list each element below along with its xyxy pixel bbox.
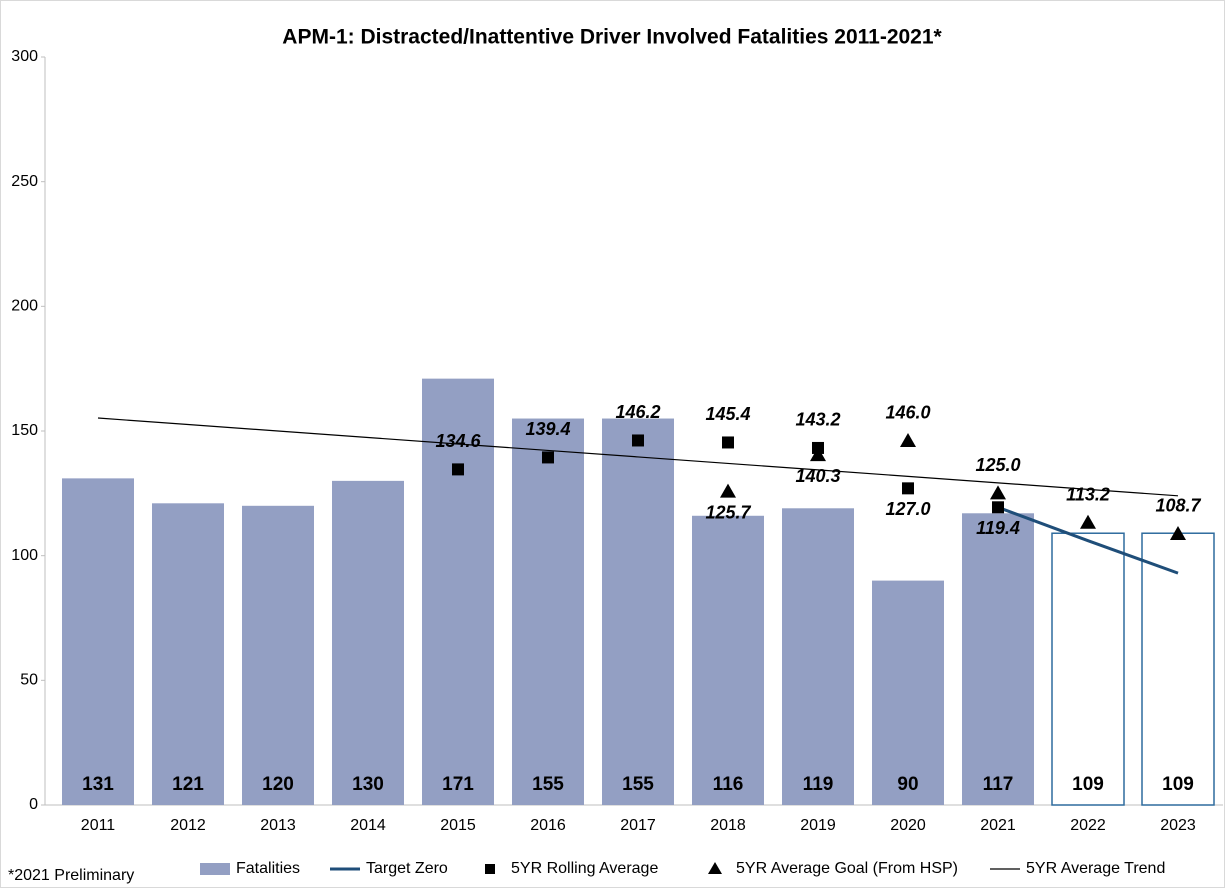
triangle-marker [990, 485, 1006, 500]
y-tick-label: 0 [29, 796, 38, 813]
point-label: 143.2 [795, 410, 840, 430]
bar [242, 505, 314, 805]
bar-label: 155 [622, 774, 654, 795]
x-tick-label: 2019 [800, 817, 836, 834]
legend-swatch [200, 863, 230, 875]
x-tick-label: 2023 [1160, 817, 1196, 834]
point-label: 108.7 [1155, 496, 1201, 516]
bar [872, 580, 944, 805]
y-tick-label: 300 [11, 48, 38, 65]
x-tick-label: 2011 [81, 817, 116, 834]
point-label: 134.6 [435, 431, 481, 451]
bar-label: 120 [262, 774, 294, 795]
y-tick-label: 200 [11, 298, 38, 315]
bar [782, 508, 854, 805]
bar [512, 418, 584, 805]
bar-label: 90 [897, 774, 918, 795]
triangle-marker [1080, 514, 1096, 529]
triangle-marker [720, 483, 736, 498]
point-label: 125.0 [975, 455, 1020, 475]
y-tick-label: 50 [20, 672, 38, 689]
point-label: 125.7 [705, 502, 751, 522]
x-tick-label: 2020 [890, 817, 926, 834]
square-marker [722, 436, 734, 449]
x-tick-label: 2016 [530, 817, 566, 834]
legend-label: Fatalities [236, 860, 300, 877]
triangle-marker [1170, 525, 1186, 540]
square-marker [992, 501, 1004, 514]
bar-label: 130 [352, 774, 384, 795]
bar-label: 117 [983, 774, 1014, 795]
bar-label: 116 [713, 774, 744, 795]
point-label: 145.4 [705, 404, 750, 424]
bar [422, 378, 494, 805]
point-label: 139.4 [525, 419, 570, 439]
bar [962, 513, 1034, 805]
bar-label: 109 [1072, 774, 1104, 795]
x-tick-label: 2017 [620, 817, 656, 834]
y-tick-label: 100 [11, 547, 38, 564]
point-label: 127.0 [885, 499, 930, 519]
x-tick-label: 2018 [710, 817, 746, 834]
legend-swatch [485, 864, 495, 874]
y-tick-label: 250 [11, 173, 38, 190]
legend-swatch [708, 862, 722, 874]
y-tick-label: 150 [11, 422, 38, 439]
bar [1141, 532, 1215, 806]
line [97, 417, 1179, 497]
point-label: 119.4 [976, 518, 1020, 538]
legend-label: 5YR Average Trend [1026, 860, 1165, 877]
square-marker [632, 434, 644, 447]
bar [1051, 532, 1125, 806]
x-tick-label: 2015 [440, 817, 476, 834]
x-tick-label: 2013 [260, 817, 296, 834]
legend-label: 5YR Average Goal (From HSP) [736, 860, 958, 877]
triangle-marker [810, 447, 826, 462]
bar [332, 480, 404, 805]
x-tick-label: 2022 [1070, 817, 1106, 834]
bar-label: 171 [442, 774, 474, 795]
legend-label: 5YR Rolling Average [511, 860, 658, 877]
x-tick-label: 2014 [350, 817, 386, 834]
bar [62, 478, 134, 805]
square-marker [902, 482, 914, 495]
bar-label: 121 [172, 774, 204, 795]
point-label: 146.0 [885, 403, 930, 423]
line [997, 505, 1179, 575]
bar [602, 418, 674, 805]
point-label: 146.2 [615, 402, 660, 422]
x-tick-label: 2021 [980, 817, 1016, 834]
bar-label: 131 [82, 774, 114, 795]
bar-label: 109 [1162, 774, 1194, 795]
legend-label: Target Zero [366, 860, 448, 877]
bar [692, 515, 764, 805]
square-marker [542, 451, 554, 464]
bar-label: 155 [532, 774, 564, 795]
square-marker [452, 463, 464, 476]
bar-label: 119 [803, 774, 834, 795]
triangle-marker [900, 432, 916, 447]
bar [152, 503, 224, 805]
chart-title: APM-1: Distracted/Inattentive Driver Inv… [282, 26, 942, 49]
x-tick-label: 2012 [170, 817, 206, 834]
footnote: *2021 Preliminary [8, 867, 134, 884]
point-label: 113.2 [1066, 485, 1110, 505]
